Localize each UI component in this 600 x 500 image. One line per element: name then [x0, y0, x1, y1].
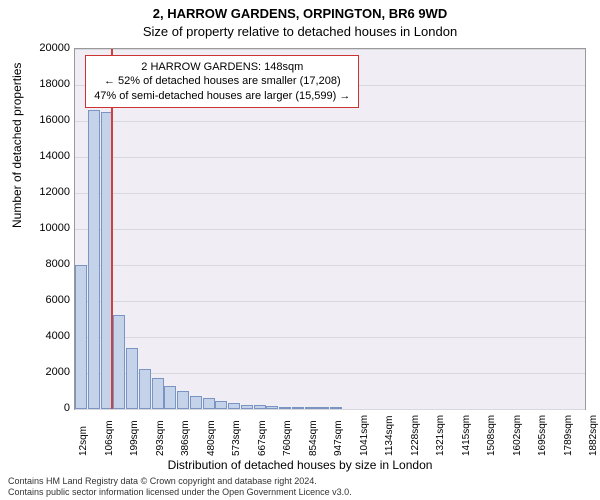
histogram-bar	[126, 348, 138, 409]
histogram-bar	[254, 405, 266, 409]
gridline	[75, 265, 585, 266]
histogram-bar	[113, 315, 125, 409]
xtick-label: 1415sqm	[461, 415, 472, 456]
histogram-bar	[177, 391, 189, 409]
xtick-label: 1321sqm	[435, 415, 446, 456]
ytick-label: 2000	[46, 366, 70, 378]
xtick-label: 1602sqm	[512, 415, 523, 456]
annotation-line: 2 HARROW GARDENS: 148sqm	[94, 60, 350, 74]
x-axis-label: Distribution of detached houses by size …	[0, 458, 600, 472]
xtick-label: 1041sqm	[359, 415, 370, 456]
ytick-label: 6000	[46, 294, 70, 306]
ytick-label: 16000	[39, 114, 70, 126]
gridline	[75, 337, 585, 338]
gridline	[75, 157, 585, 158]
xtick-label: 480sqm	[206, 420, 217, 456]
ytick-label: 8000	[46, 258, 70, 270]
xtick-label: 1695sqm	[537, 415, 548, 456]
attribution-line2: Contains public sector information licen…	[8, 487, 352, 498]
y-axis-label: Number of detached properties	[10, 63, 24, 228]
histogram-bar	[292, 407, 304, 409]
ytick-label: 14000	[39, 150, 70, 162]
xtick-label: 667sqm	[257, 420, 268, 456]
xtick-label: 293sqm	[155, 420, 166, 456]
gridline	[75, 49, 585, 50]
chart-title-line1: 2, HARROW GARDENS, ORPINGTON, BR6 9WD	[0, 6, 600, 21]
ytick-label: 18000	[39, 78, 70, 90]
histogram-bar	[164, 386, 176, 409]
xtick-label: 1508sqm	[486, 415, 497, 456]
xtick-label: 947sqm	[333, 420, 344, 456]
gridline	[75, 409, 585, 410]
annotation-line: ← 52% of detached houses are smaller (17…	[94, 74, 350, 88]
chart-container: 2, HARROW GARDENS, ORPINGTON, BR6 9WD Si…	[0, 0, 600, 500]
gridline	[75, 229, 585, 230]
xtick-label: 199sqm	[129, 420, 140, 456]
ytick-label: 0	[64, 402, 70, 414]
histogram-bar	[317, 407, 329, 409]
histogram-bar	[88, 110, 100, 409]
xtick-label: 573sqm	[231, 420, 242, 456]
histogram-bar	[190, 396, 202, 410]
xtick-label: 1228sqm	[410, 415, 421, 456]
annotation-box: 2 HARROW GARDENS: 148sqm← 52% of detache…	[85, 55, 359, 108]
histogram-bar	[203, 398, 215, 409]
xtick-label: 760sqm	[282, 420, 293, 456]
chart-title-line2: Size of property relative to detached ho…	[0, 24, 600, 39]
annotation-line: 47% of semi-detached houses are larger (…	[94, 89, 350, 103]
attribution-line1: Contains HM Land Registry data © Crown c…	[8, 476, 352, 487]
ytick-label: 12000	[39, 186, 70, 198]
histogram-bar	[75, 265, 87, 409]
xtick-label: 1882sqm	[588, 415, 599, 456]
ytick-label: 10000	[39, 222, 70, 234]
histogram-bar	[215, 401, 227, 409]
xtick-label: 854sqm	[308, 420, 319, 456]
ytick-label: 4000	[46, 330, 70, 342]
attribution-text: Contains HM Land Registry data © Crown c…	[8, 476, 352, 498]
histogram-bar	[139, 369, 151, 409]
xtick-label: 1789sqm	[563, 415, 574, 456]
gridline	[75, 301, 585, 302]
plot-area: 2 HARROW GARDENS: 148sqm← 52% of detache…	[74, 48, 586, 410]
histogram-bar	[228, 403, 240, 409]
histogram-bar	[152, 378, 164, 409]
histogram-bar	[279, 407, 291, 409]
xtick-label: 1134sqm	[384, 416, 395, 456]
gridline	[75, 193, 585, 194]
ytick-label: 20000	[39, 42, 70, 54]
histogram-bar	[266, 406, 278, 409]
xtick-label: 386sqm	[180, 420, 191, 456]
histogram-bar	[305, 407, 317, 409]
gridline	[75, 121, 585, 122]
histogram-bar	[330, 407, 342, 409]
histogram-bar	[241, 405, 253, 410]
xtick-label: 12sqm	[78, 426, 89, 456]
gridline	[75, 373, 585, 374]
xtick-label: 106sqm	[104, 420, 115, 456]
